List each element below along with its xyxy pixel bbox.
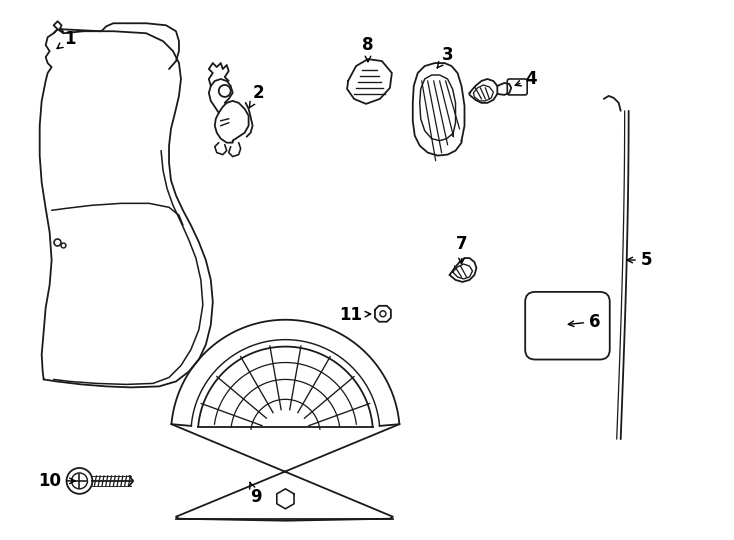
Text: 6: 6 [568, 313, 600, 330]
Text: 8: 8 [363, 36, 374, 62]
Text: 11: 11 [340, 306, 371, 324]
Text: 9: 9 [250, 482, 261, 506]
Text: 1: 1 [57, 30, 76, 49]
Text: 7: 7 [456, 235, 468, 264]
Text: 5: 5 [627, 251, 653, 269]
Text: 4: 4 [515, 70, 537, 88]
Text: 10: 10 [38, 472, 75, 490]
Text: 3: 3 [437, 46, 454, 68]
Text: 2: 2 [250, 84, 264, 107]
